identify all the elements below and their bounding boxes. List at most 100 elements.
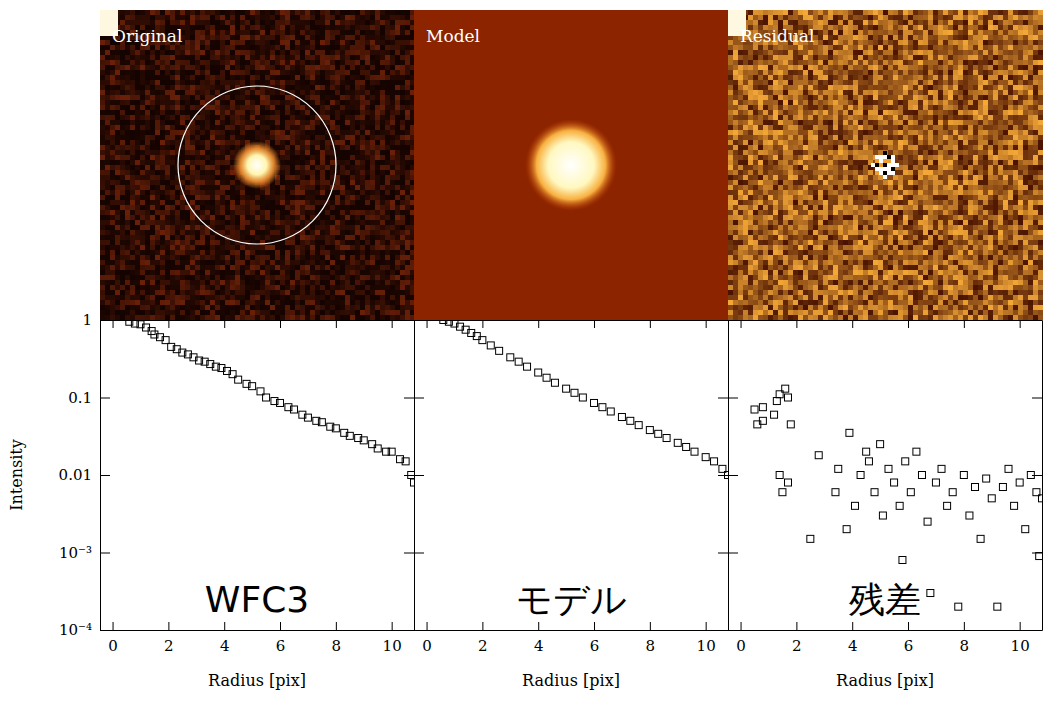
image-pixel xyxy=(220,105,225,110)
image-pixel xyxy=(165,190,170,195)
image-pixel xyxy=(190,215,195,220)
image-pixel xyxy=(235,30,240,35)
image-pixel xyxy=(250,250,255,255)
image-pixel xyxy=(235,225,240,230)
image-pixel xyxy=(150,315,155,320)
image-pixel xyxy=(195,105,200,110)
image-pixel xyxy=(165,15,170,20)
image-pixel xyxy=(115,215,120,220)
image-pixel xyxy=(210,235,215,240)
image-pixel xyxy=(200,70,205,75)
image-pixel xyxy=(170,80,175,85)
image-pixel xyxy=(135,55,140,60)
image-pixel xyxy=(200,260,205,265)
image-pixel xyxy=(140,315,145,320)
image-pixel xyxy=(130,65,135,70)
image-pixel xyxy=(135,20,140,25)
image-pixel xyxy=(220,170,225,175)
image-pixel xyxy=(225,170,230,175)
image-pixel xyxy=(110,265,115,270)
image-pixel xyxy=(255,200,260,205)
image-pixel xyxy=(215,60,220,65)
image-pixel xyxy=(200,250,205,255)
image-pixel xyxy=(165,240,170,245)
image-pixel xyxy=(100,125,105,130)
image-pixel xyxy=(120,235,125,240)
image-pixel xyxy=(205,120,210,125)
image-pixel xyxy=(205,50,210,55)
image-pixel xyxy=(155,220,160,225)
image-pixel xyxy=(145,235,150,240)
image-pixel xyxy=(245,230,250,235)
image-pixel xyxy=(135,65,140,70)
image-pixel xyxy=(155,10,160,15)
image-pixel xyxy=(175,315,180,320)
image-pixel xyxy=(115,135,120,140)
image-pixel xyxy=(120,20,125,25)
image-pixel xyxy=(110,310,115,315)
image-pixel xyxy=(130,115,135,120)
image-pixel xyxy=(145,100,150,105)
image-pixel xyxy=(215,255,220,260)
image-pixel xyxy=(175,240,180,245)
image-pixel xyxy=(260,50,265,55)
image-pixel xyxy=(180,215,185,220)
image-pixel xyxy=(105,250,110,255)
image-pixel xyxy=(150,110,155,115)
image-pixel xyxy=(130,285,135,290)
image-pixel xyxy=(165,120,170,125)
image-pixel xyxy=(155,260,160,265)
image-pixel xyxy=(115,245,120,250)
image-pixel xyxy=(240,115,245,120)
image-pixel xyxy=(140,270,145,275)
image-pixel xyxy=(215,210,220,215)
image-pixel xyxy=(185,145,190,150)
image-pixel xyxy=(110,90,115,95)
image-pixel xyxy=(220,210,225,215)
image-pixel xyxy=(135,95,140,100)
image-pixel xyxy=(150,130,155,135)
image-pixel xyxy=(150,270,155,275)
image-pixel xyxy=(140,185,145,190)
image-pixel xyxy=(150,265,155,270)
image-pixel xyxy=(105,295,110,300)
image-pixel xyxy=(230,30,235,35)
image-pixel xyxy=(240,290,245,295)
image-pixel xyxy=(215,270,220,275)
image-pixel xyxy=(125,95,130,100)
image-pixel xyxy=(220,125,225,130)
image-pixel xyxy=(135,255,140,260)
image-pixel xyxy=(205,25,210,30)
image-pixel xyxy=(185,70,190,75)
image-pixel xyxy=(200,175,205,180)
image-pixel xyxy=(105,190,110,195)
image-pixel xyxy=(100,185,105,190)
image-pixel xyxy=(230,215,235,220)
image-pixel xyxy=(255,15,260,20)
image-pixel xyxy=(225,295,230,300)
image-pixel xyxy=(240,110,245,115)
image-pixel xyxy=(160,120,165,125)
image-pixel xyxy=(120,260,125,265)
image-pixel xyxy=(230,310,235,315)
image-pixel xyxy=(110,75,115,80)
image-pixel xyxy=(110,115,115,120)
image-pixel xyxy=(170,60,175,65)
image-pixel xyxy=(100,155,105,160)
image-pixel xyxy=(195,15,200,20)
image-pixel xyxy=(110,110,115,115)
image-pixel xyxy=(100,230,105,235)
image-pixel xyxy=(190,155,195,160)
image-pixel xyxy=(235,260,240,265)
image-pixel xyxy=(160,100,165,105)
image-pixel xyxy=(240,220,245,225)
image-pixel xyxy=(150,155,155,160)
image-pixel xyxy=(190,20,195,25)
image-pixel xyxy=(210,70,215,75)
image-pixel xyxy=(165,220,170,225)
image-pixel xyxy=(210,60,215,65)
image-pixel xyxy=(130,80,135,85)
image-pixel xyxy=(185,110,190,115)
image-pixel xyxy=(120,135,125,140)
image-pixel xyxy=(140,65,145,70)
